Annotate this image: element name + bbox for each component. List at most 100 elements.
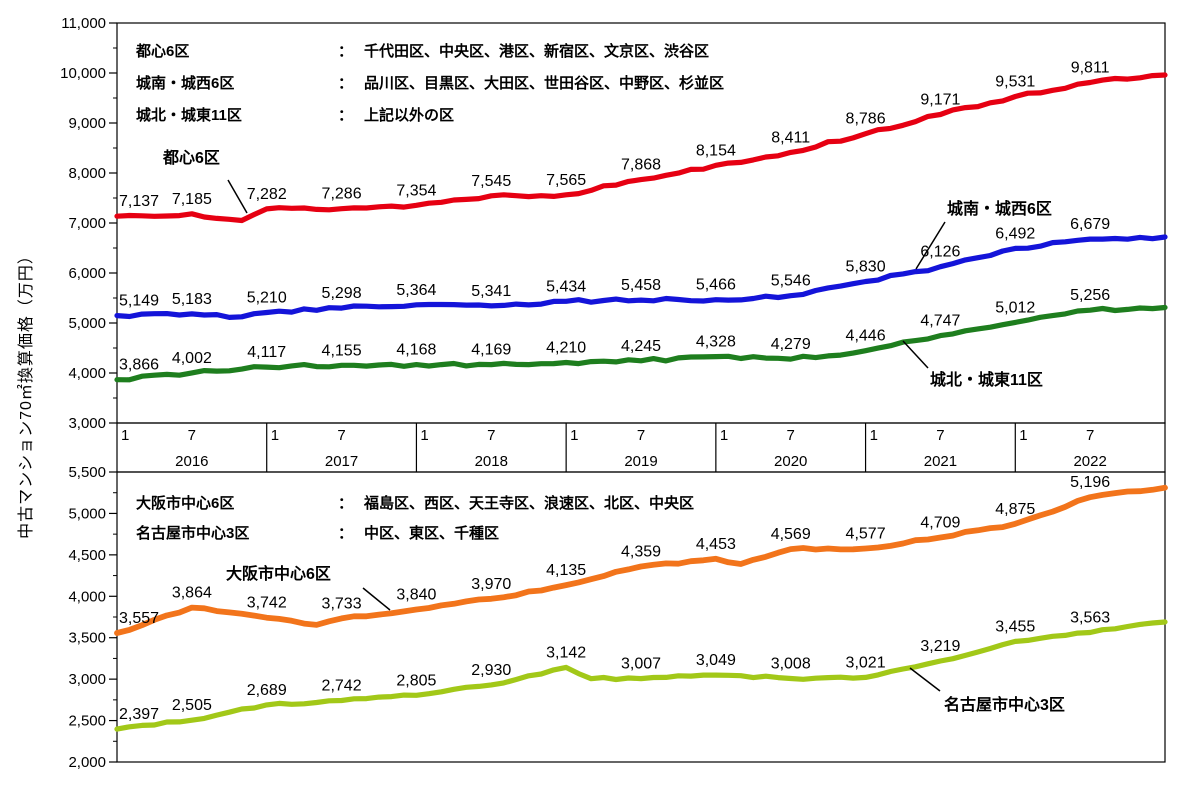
data-label: 6,126	[920, 244, 960, 261]
annotation-leader-line	[362, 587, 391, 611]
legend-row: 名古屋市中心3区 ： 中区、東区、千種区	[136, 519, 694, 549]
x-month-label: 1	[271, 427, 279, 444]
data-label: 4,279	[771, 336, 811, 353]
data-label: 4,245	[621, 338, 661, 355]
x-month-label: 1	[570, 427, 578, 444]
data-label: 2,505	[172, 697, 212, 714]
legend-colon: ：	[338, 495, 354, 512]
legend-series-name: 都心6区	[136, 43, 190, 60]
data-label: 5,196	[1070, 474, 1110, 491]
data-label: 5,364	[396, 282, 436, 299]
x-month-label: 1	[720, 427, 728, 444]
data-label: 8,411	[771, 129, 810, 146]
annotation-leader-line	[227, 179, 248, 214]
y-tick-label: 3,000	[68, 671, 106, 688]
data-label: 7,137	[119, 193, 159, 210]
x-year-label: 2019	[624, 453, 657, 470]
series-line-top-2	[114, 304, 1168, 383]
legend-row: 都心6区 ： 千代田区、中央区、港区、新宿区、文京区、渋谷区	[136, 36, 724, 68]
y-tick-label: 2,500	[68, 713, 106, 730]
y-tick-label: 10,000	[60, 65, 106, 82]
data-label: 5,458	[621, 277, 661, 294]
data-label: 5,298	[322, 285, 362, 302]
data-label: 4,446	[846, 328, 886, 345]
data-label: 2,930	[471, 662, 511, 679]
x-month-label: 7	[337, 427, 345, 444]
legend-series-name: 城北・城東11区	[136, 107, 242, 124]
legend-series-name: 大阪市中心6区	[136, 495, 235, 512]
data-label: 6,679	[1070, 216, 1110, 233]
data-label: 2,689	[247, 682, 287, 699]
data-label: 5,256	[1070, 287, 1110, 304]
legend-series-desc: 品川区、目黒区、大田区、世田谷区、中野区、杉並区	[364, 75, 725, 92]
data-label: 4,747	[920, 313, 960, 330]
data-label: 9,171	[920, 91, 960, 108]
legend-colon: ：	[338, 107, 354, 124]
legend-series-desc: 中区、東区、千種区	[364, 525, 500, 542]
legend-series-name: 城南・城西6区	[136, 75, 235, 92]
x-year-label: 2016	[175, 453, 208, 470]
series-line-top-0	[114, 72, 1168, 224]
y-tick-label: 5,000	[68, 505, 106, 522]
legend-row: 城北・城東11区 ： 上記以外の区	[136, 100, 724, 132]
y-tick-label: 9,000	[68, 115, 106, 132]
y-tick-label: 5,500	[68, 464, 106, 481]
data-label: 7,565	[546, 172, 586, 189]
x-month-label: 7	[1086, 427, 1094, 444]
data-label: 7,354	[396, 182, 436, 199]
data-label: 7,282	[247, 186, 287, 203]
data-label: 4,002	[172, 350, 212, 367]
legend-series-name: 名古屋市中心3区	[136, 525, 250, 542]
data-label: 7,185	[172, 191, 212, 208]
data-label: 5,434	[546, 278, 586, 295]
data-label: 7,868	[621, 157, 661, 174]
data-label: 3,840	[396, 587, 436, 604]
annotation-leader-line	[915, 221, 946, 270]
data-label: 4,328	[696, 334, 736, 351]
series-line-top-1	[114, 234, 1168, 320]
data-label: 4,453	[696, 536, 736, 553]
data-label: 2,742	[322, 678, 362, 695]
data-label: 5,830	[846, 259, 886, 276]
y-tick-label: 4,500	[68, 547, 106, 564]
x-month-label: 1	[1019, 427, 1027, 444]
y-axis-title: 中古マンション70㎡換算価格（万円）	[18, 247, 35, 539]
data-label: 4,210	[546, 340, 586, 357]
x-month-label: 7	[188, 427, 196, 444]
x-month-label: 7	[487, 427, 495, 444]
data-label: 3,557	[119, 610, 159, 627]
annotation-osaka-center: 大阪市中心6区	[226, 566, 331, 583]
x-year-label: 2017	[325, 453, 358, 470]
x-axis-band	[116, 422, 1166, 473]
y-tick-label: 3,000	[68, 415, 106, 432]
annotation-johoku-joto: 城北・城東11区	[930, 372, 1043, 389]
data-label: 4,168	[396, 342, 436, 359]
y-tick-label: 4,000	[68, 588, 106, 605]
legend-colon: ：	[338, 525, 354, 542]
legend-tokyo: 都心6区 ： 千代田区、中央区、港区、新宿区、文京区、渋谷区 城南・城西6区 ：…	[136, 36, 724, 132]
data-label: 9,531	[995, 73, 1035, 90]
legend-row: 大阪市中心6区 ： 福島区、西区、天王寺区、浪速区、北区、中央区	[136, 489, 694, 519]
data-label: 4,117	[247, 344, 286, 361]
legend-osaka-nagoya: 大阪市中心6区 ： 福島区、西区、天王寺区、浪速区、北区、中央区 名古屋市中心3…	[136, 489, 694, 549]
data-label: 3,866	[119, 357, 159, 374]
annotation-jonan-josei: 城南・城西6区	[947, 201, 1052, 218]
y-tick-label: 2,000	[68, 754, 106, 771]
data-label: 5,546	[771, 273, 811, 290]
data-label: 6,492	[995, 225, 1035, 242]
data-label: 3,049	[696, 652, 736, 669]
data-label: 3,455	[995, 618, 1035, 635]
x-month-label: 7	[787, 427, 795, 444]
data-label: 4,709	[920, 515, 960, 532]
annotation-toshin6ku: 都心6区	[163, 150, 220, 167]
data-label: 4,569	[771, 526, 811, 543]
data-label: 4,169	[471, 342, 511, 359]
y-tick-label: 4,000	[68, 365, 106, 382]
x-month-label: 1	[420, 427, 428, 444]
data-label: 3,970	[471, 576, 511, 593]
legend-colon: ：	[338, 75, 354, 92]
x-month-label: 7	[936, 427, 944, 444]
data-label: 3,142	[546, 644, 586, 661]
y-tick-label: 11,000	[61, 15, 106, 32]
